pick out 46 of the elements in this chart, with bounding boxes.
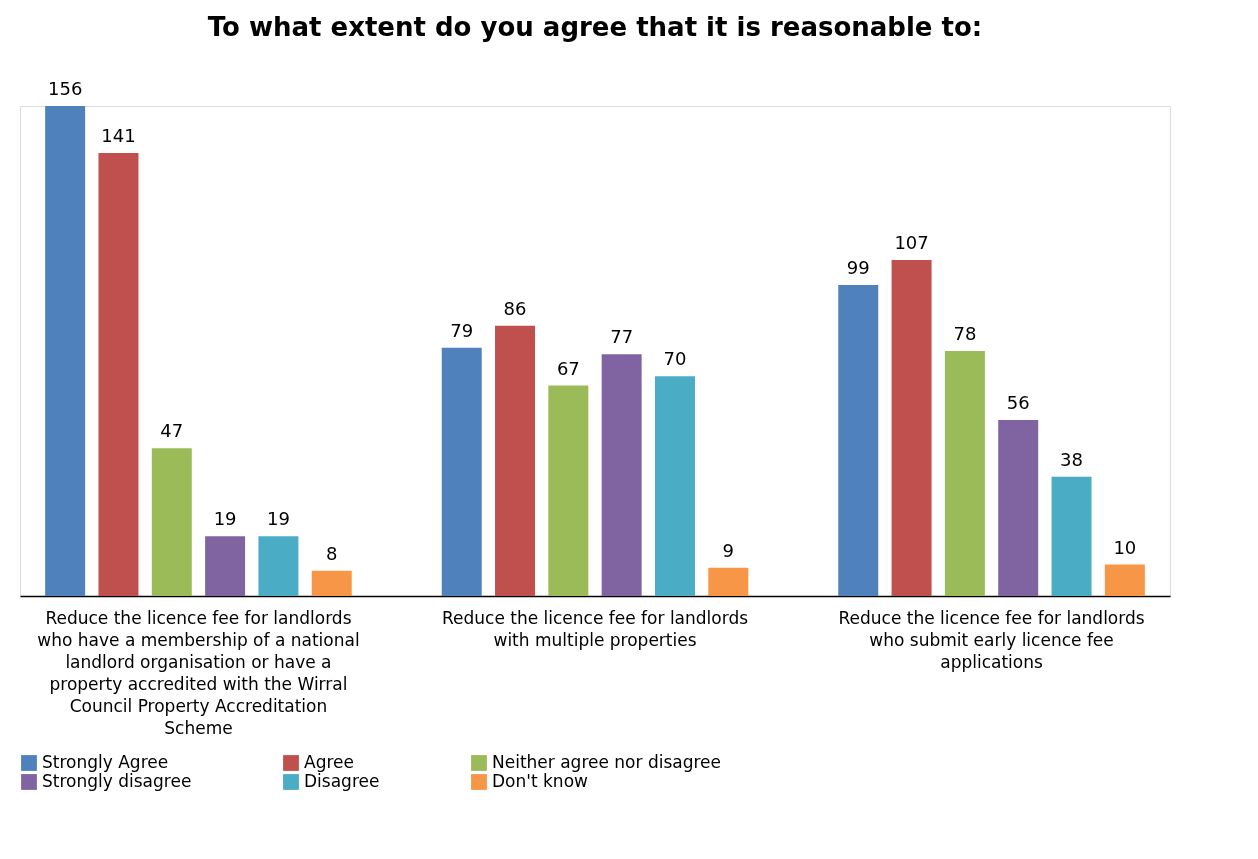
bar [601, 354, 642, 596]
data-label: 78 [953, 323, 977, 344]
bar [1104, 564, 1145, 596]
bar [708, 567, 749, 596]
bar [98, 153, 139, 596]
data-label: 141 [101, 125, 136, 147]
data-label: 99 [846, 257, 870, 279]
data-label: 19 [213, 508, 237, 530]
legend-label: Disagree [304, 771, 380, 791]
bar [45, 106, 86, 596]
data-label: 9 [722, 539, 735, 561]
bar [1051, 476, 1092, 596]
bar [258, 536, 299, 596]
data-label: 79 [450, 319, 474, 341]
legend-label: Agree [304, 752, 354, 772]
bar [998, 420, 1039, 596]
bar [654, 376, 695, 596]
data-label: 77 [610, 326, 634, 348]
data-label: 70 [663, 348, 687, 370]
data-label: 47 [160, 420, 184, 442]
bar [891, 259, 932, 596]
x-tick-label: Reduce the licence fee for landlords with multiple properties [441, 607, 749, 650]
legend-label: Don't know [492, 771, 589, 791]
legend-label: Strongly disagree [42, 771, 192, 791]
data-label: 8 [326, 542, 338, 564]
bar [838, 285, 879, 596]
bar [205, 536, 246, 596]
data-label: 86 [503, 297, 527, 319]
bar [548, 385, 589, 596]
x-tick-label: Reduce the licence fee for landlords who submit early licence fee applications [838, 607, 1145, 672]
data-label: 67 [556, 357, 580, 379]
bar [495, 325, 536, 596]
data-label: 107 [894, 231, 929, 253]
data-label: 38 [1060, 448, 1083, 470]
chart-title: To what extent do you agree that it is reasonable to: [207, 12, 983, 42]
x-tick-label: Reduce the licence fee for landlords who have a membership of a national landlord organisation or have a property accredited with the Wirral Council Property Accreditation Scheme [37, 607, 360, 738]
bar [311, 570, 352, 596]
data-label: 19 [266, 508, 290, 530]
bar [151, 448, 192, 596]
legend-label: Neither agree nor disagree [492, 752, 722, 772]
legend-label: Strongly Agree [42, 752, 169, 772]
data-label: 56 [1006, 392, 1030, 414]
data-label: 156 [47, 78, 83, 99]
bar [944, 351, 985, 596]
bar [441, 347, 482, 596]
data-label: 10 [1113, 536, 1137, 558]
